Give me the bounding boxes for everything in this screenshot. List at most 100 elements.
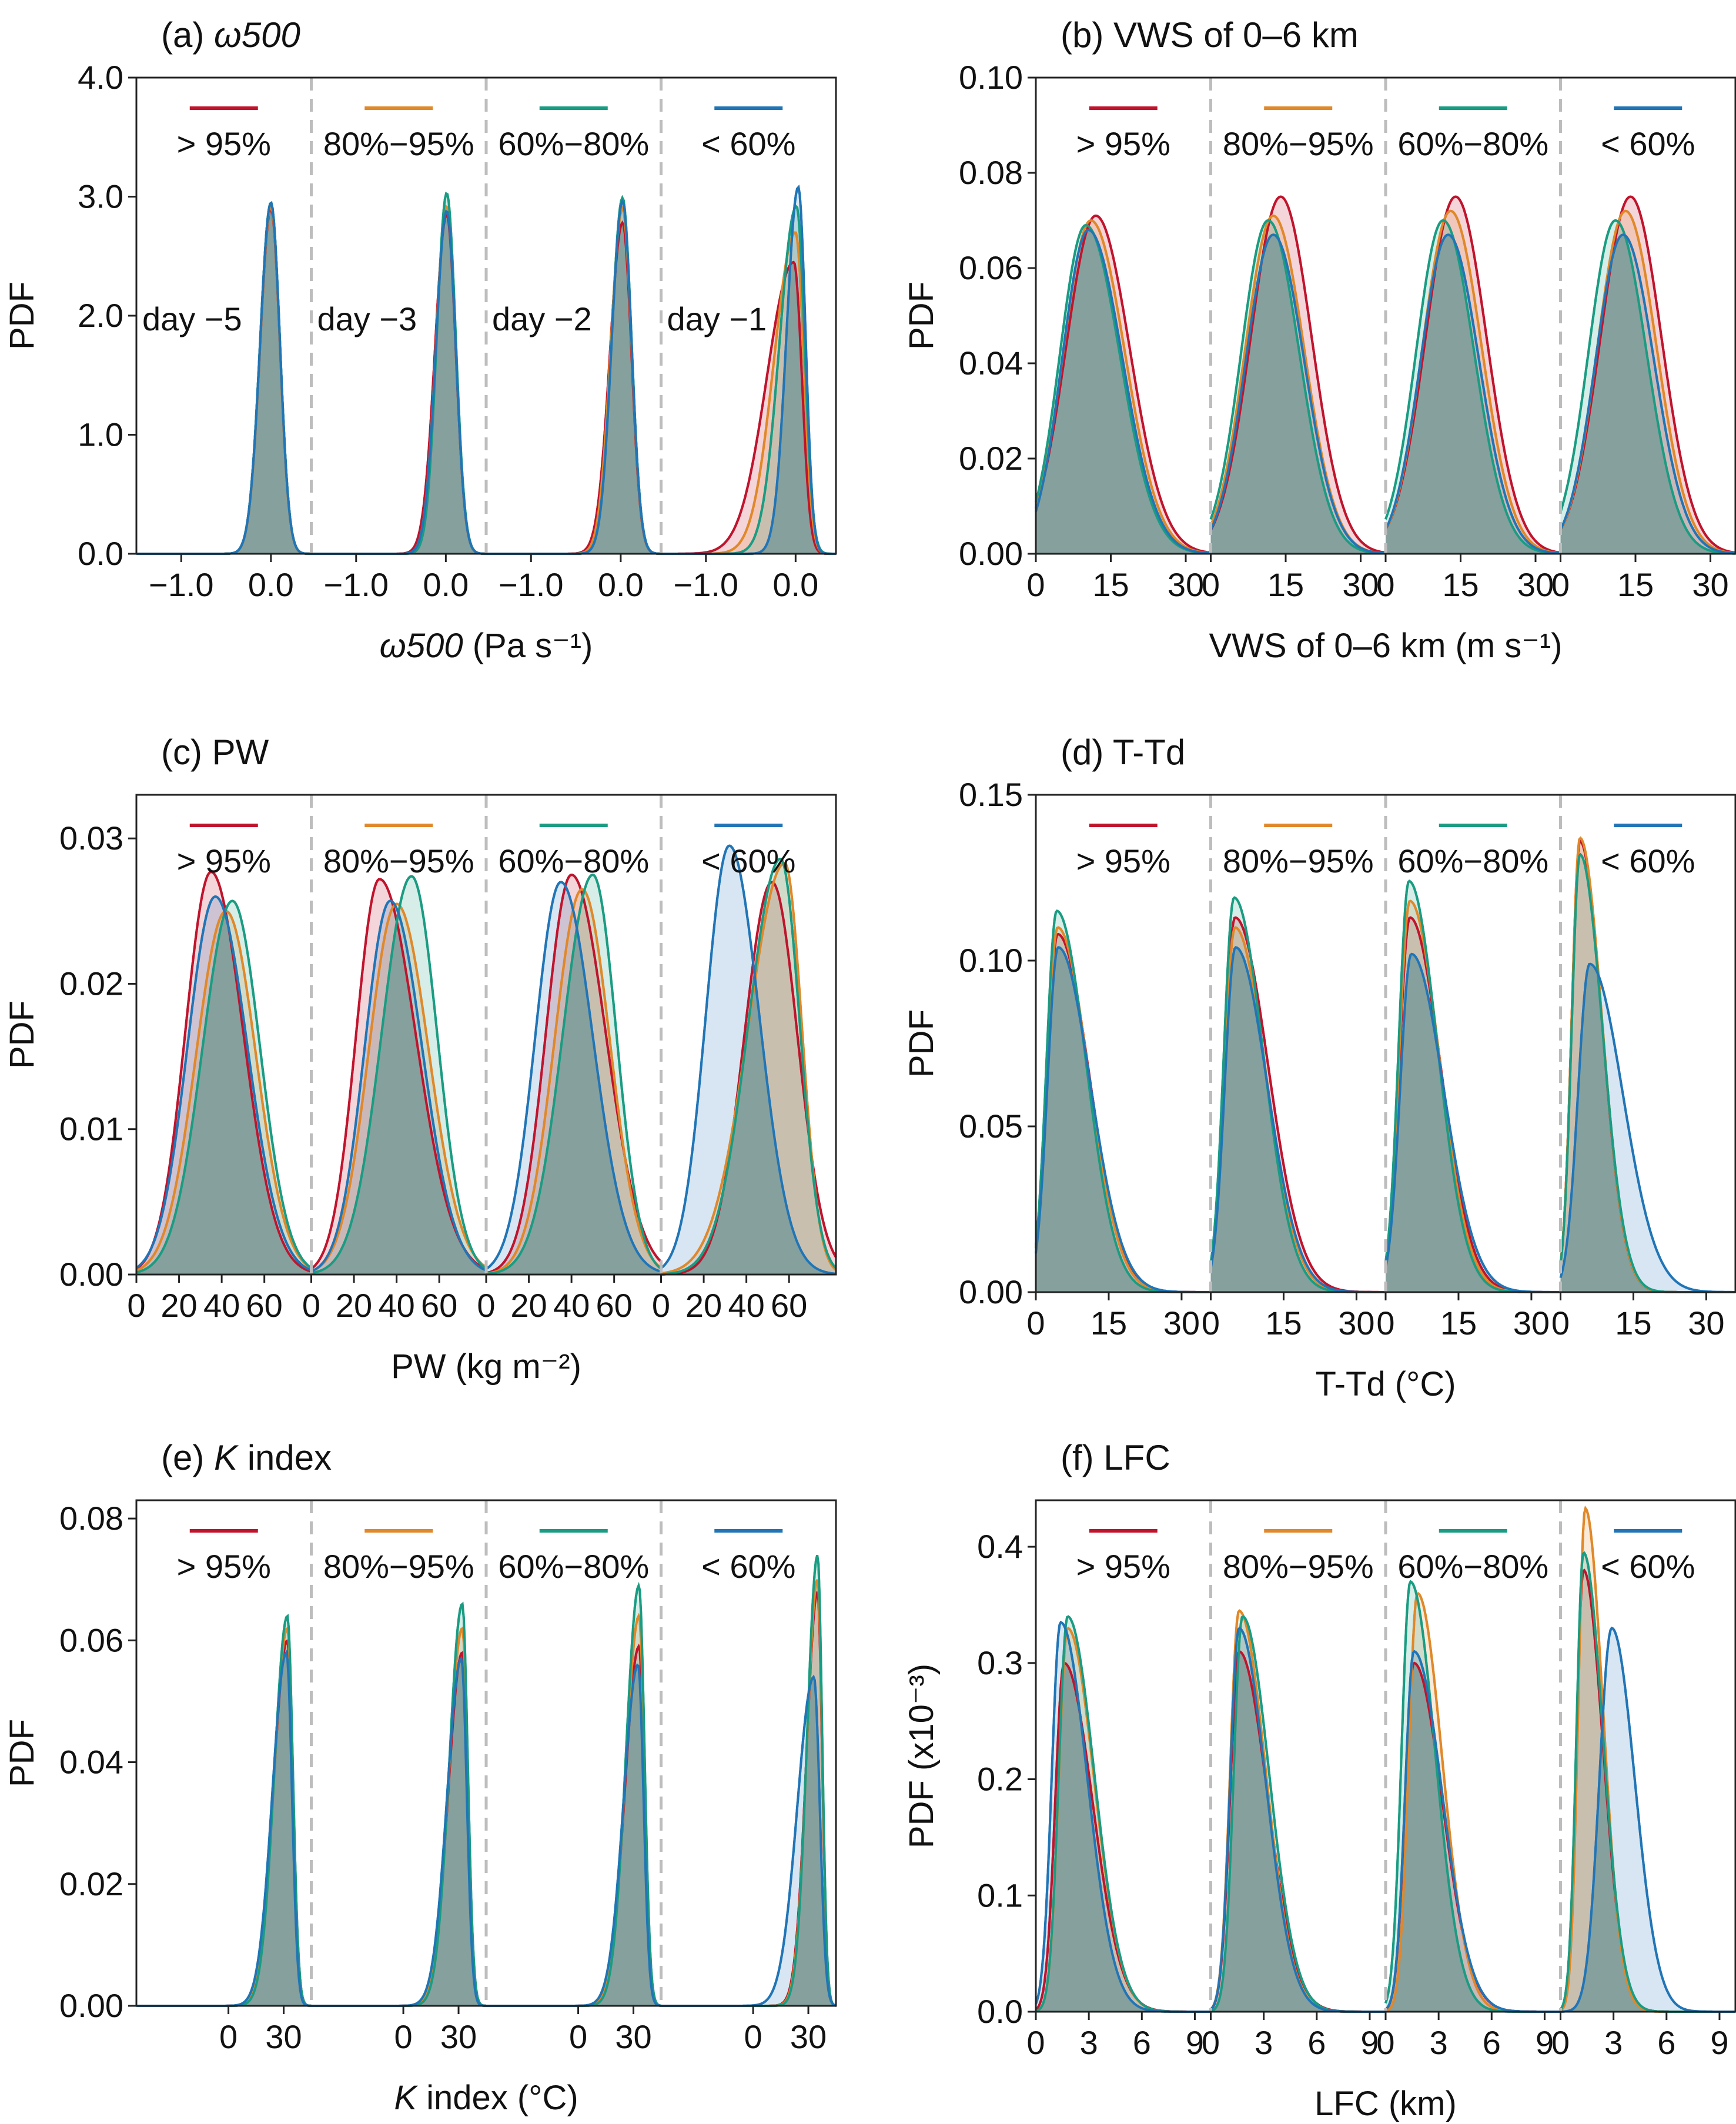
segment-3: [485, 874, 662, 1275]
y-tick-label: 0.06: [959, 249, 1023, 286]
overlap-area: [1210, 947, 1386, 1292]
x-tick-label: 0: [219, 2018, 238, 2055]
x-tick-label: 0: [1202, 1304, 1220, 1342]
x-tick-label: −1.0: [324, 566, 389, 603]
legend-label: 60%−80%: [498, 125, 649, 162]
segment-1: [136, 200, 312, 555]
density-outline-4: [135, 895, 312, 1272]
y-tick-label: 2.0: [78, 297, 123, 334]
legend-label: > 95%: [1076, 1548, 1170, 1585]
panel-title: (b) VWS of 0–6 km: [1061, 15, 1359, 55]
x-tick-label: 0.0: [772, 566, 818, 603]
segment-label: day −5: [142, 300, 242, 337]
y-tick-label: 4.0: [78, 59, 123, 96]
legend-label: 60%−80%: [498, 1548, 649, 1585]
y-tick-label: 0.1: [977, 1877, 1023, 1914]
segment-1: [1035, 214, 1211, 555]
legend-label: 60%−80%: [1397, 1548, 1548, 1585]
x-tick-label: 0.0: [248, 566, 294, 603]
x-tick-label: 30: [615, 2018, 651, 2055]
segment-2: [311, 1601, 487, 2007]
legend-label: < 60%: [701, 1548, 795, 1585]
density-outline-1: [1384, 195, 1561, 554]
x-tick-label: 0: [1202, 2024, 1220, 2061]
x-tick-label: 3: [1080, 2024, 1098, 2061]
x-axis-label-text: PW (kg m⁻²): [391, 1347, 581, 1386]
y-tick-label: 0.00: [959, 535, 1023, 572]
x-tick-label: −1.0: [149, 566, 214, 603]
segment-1: [135, 871, 312, 1275]
y-tick-label: 0.01: [59, 1110, 123, 1148]
density-outline-3: [486, 874, 662, 1275]
panel-title-prefix: (d) T-Td: [1061, 732, 1185, 772]
legend-label: > 95%: [177, 842, 271, 879]
x-axis-label: VWS of 0–6 km (m s⁻¹): [1209, 627, 1562, 665]
legend-label: < 60%: [1601, 842, 1695, 879]
x-tick-label: 6: [1133, 2024, 1151, 2061]
x-tick-label: 0.0: [423, 566, 469, 603]
overlap-area: [661, 1677, 836, 2006]
density-outline-4: [1384, 233, 1561, 555]
segment-3: [486, 195, 661, 555]
y-tick-label: 0.04: [59, 1744, 123, 1781]
panel-e: 0.00 0.02 0.04 0.06 0.08 0 30 0 30 0 30 0 30 > 95% 80%…: [3, 1438, 837, 2117]
segment-2: [1209, 195, 1386, 555]
x-axis-label-text: LFC (km): [1314, 2085, 1457, 2123]
density-outline-2: [486, 888, 662, 1275]
x-tick-label: 15: [1092, 566, 1129, 603]
density-outline-2: [310, 902, 487, 1273]
x-tick-label: 0: [127, 1287, 145, 1324]
segment-label: day −3: [317, 300, 417, 337]
y-tick-label: 0.4: [977, 1528, 1023, 1565]
panel-title-prefix: (c) PW: [161, 732, 269, 772]
x-tick-label: 15: [1091, 1304, 1127, 1342]
overlap-area: [1036, 947, 1211, 1292]
x-axis-label: K index (°C): [394, 2079, 578, 2117]
y-tick-label: 0.08: [59, 1500, 123, 1537]
panel-title-prefix: (b) VWS of 0–6 km: [1061, 15, 1359, 55]
x-tick-label: 15: [1440, 1304, 1477, 1342]
y-tick-label: 0.03: [59, 820, 123, 857]
panel-title-prefix: (a): [161, 15, 214, 55]
x-tick-label: 0: [1551, 566, 1570, 603]
segment-4: [1559, 836, 1735, 1293]
x-tick-label: 3: [1604, 2024, 1623, 2061]
legend-label: 80%−95%: [1223, 1548, 1374, 1585]
density-outline-1: [1209, 195, 1386, 554]
panel-title: (e) K index: [161, 1438, 332, 1477]
y-tick-label: 0.02: [59, 965, 123, 1002]
overlap-area: [661, 262, 836, 554]
segment-3: [1384, 1580, 1561, 2013]
density-outline-1: [1035, 214, 1211, 554]
overlap-area: [1560, 964, 1735, 1292]
y-tick-label: 0.08: [959, 154, 1023, 191]
x-tick-label: 15: [1265, 1304, 1302, 1342]
segment-3: [1384, 879, 1561, 1293]
density-outline-1: [135, 871, 312, 1273]
x-tick-label: 15: [1442, 566, 1479, 603]
panel-title: (f) LFC: [1061, 1438, 1170, 1477]
panel-title: (a) ω500: [161, 15, 300, 55]
x-tick-label: 40: [203, 1287, 240, 1324]
panel-title-var: ω500: [214, 15, 300, 55]
y-tick-label: 0.0: [977, 1993, 1023, 2030]
panel-b: 0.000.020.040.060.080.100 15 300 15 300 15 300…: [902, 15, 1736, 665]
segment-1: [136, 1614, 312, 2007]
segment-label: day −2: [492, 300, 592, 337]
density-outline-3: [1209, 219, 1386, 555]
x-tick-label: 0.0: [598, 566, 644, 603]
x-tick-label: 40: [728, 1287, 764, 1324]
legend-label: 80%−95%: [323, 842, 474, 879]
overlap-area: [486, 1665, 661, 2006]
x-tick-label: 0: [1026, 566, 1045, 603]
panel-title-var: K: [214, 1438, 239, 1477]
x-tick-label: 0: [394, 2018, 413, 2055]
legend-label: < 60%: [701, 842, 795, 879]
y-axis-label: PDF: [902, 282, 941, 350]
overlap-area: [1560, 1735, 1735, 2012]
legend-label: > 95%: [1076, 842, 1170, 879]
legend-label: 80%−95%: [1223, 125, 1374, 162]
x-axis-label-text: T-Td (°C): [1315, 1365, 1456, 1403]
legend-label: 60%−80%: [1397, 842, 1548, 879]
